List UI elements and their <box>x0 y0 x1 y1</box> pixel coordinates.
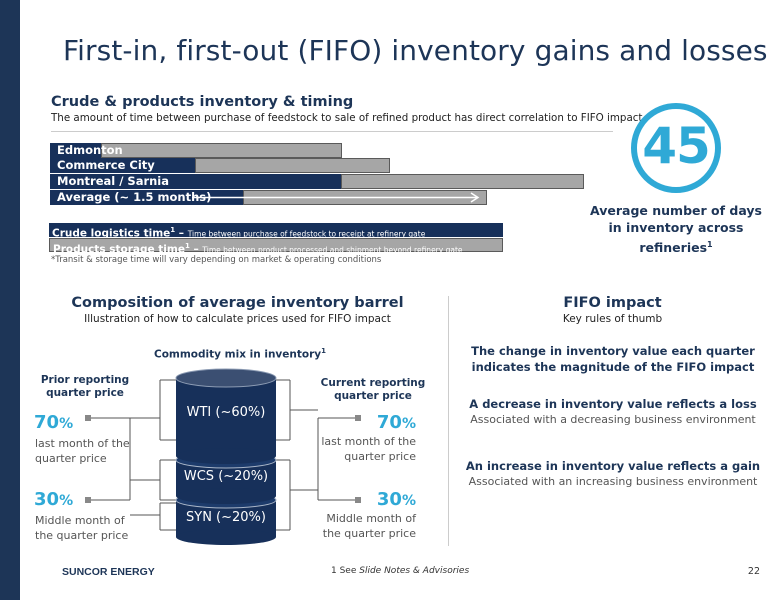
legend-products-title: Products storage time <box>53 243 185 256</box>
footer-note: 1 See Slide Notes & Advisories <box>331 566 469 576</box>
composition-heading: Composition of average inventory barrel <box>71 295 404 311</box>
section-divider <box>448 296 449 546</box>
legend-crude-title: Crude logistics time <box>52 227 171 240</box>
prior-30-line1: Middle month of <box>35 514 125 527</box>
prior-30-line2: the quarter price <box>35 529 129 542</box>
legend-products-sup: 1 <box>184 242 190 250</box>
current-title-line2: quarter price <box>334 390 412 402</box>
current-70-pct: 70% <box>316 412 416 433</box>
timing-divider <box>51 131 613 132</box>
page-number: 22 <box>747 566 760 577</box>
left-accent-bar <box>0 0 20 600</box>
current-70-value: 70 <box>376 412 402 433</box>
bar-row-montreal-sarnia: Montreal / Sarnia <box>50 174 584 189</box>
current-70-sign: % <box>401 416 416 432</box>
current-30-marker <box>355 497 361 503</box>
prior-30-sign: % <box>59 493 74 509</box>
bar-label-average: Average (~ 1.5 months) <box>57 190 212 204</box>
fifo-rule-2-sub: Associated with a decreasing business en… <box>470 413 756 426</box>
legend-crude-dash: – <box>175 227 188 240</box>
current-30-sign: % <box>401 493 416 509</box>
products-storage-segment <box>195 158 390 173</box>
days-value: 45 <box>642 117 711 175</box>
days-caption-line3: refineries <box>639 240 708 256</box>
days-caption-line1: Average number of days <box>590 203 762 218</box>
prior-70-desc: last month of the quarter price <box>35 436 130 466</box>
fifo-heading: FIFO impact <box>563 295 662 311</box>
mix-title-text: Commodity mix in inventory <box>154 348 322 361</box>
footer-note-prefix: 1 See <box>331 566 360 576</box>
days-caption-line3-wrap: refineries1 <box>585 236 767 256</box>
footer-brand: SUNCOR ENERGY <box>62 566 155 578</box>
prior-70-line1: last month of the <box>35 437 130 450</box>
bar-row-edmonton: Edmonton <box>50 143 342 158</box>
average-arrow-icon <box>192 192 480 203</box>
prior-70-marker <box>85 415 91 421</box>
legend-crude-desc: Time between purchase of feedstock to re… <box>187 229 426 239</box>
legend-products-storage: Products storage time1 – Time between pr… <box>49 238 503 256</box>
segment-wti: WTI (~60%) <box>186 405 266 420</box>
prior-70-pct: 70% <box>34 412 73 433</box>
prior-title-line2: quarter price <box>46 387 124 399</box>
fifo-rule-3-sub: Associated with an increasing business e… <box>468 475 758 488</box>
days-circle <box>631 103 721 193</box>
segment-wcs: WCS (~20%) <box>183 469 269 484</box>
current-title: Current reporting quarter price <box>318 377 428 403</box>
segment-syn: SYN (~20%) <box>186 510 266 525</box>
prior-title: Prior reporting quarter price <box>30 374 140 400</box>
fifo-rule-1-line2: indicates the magnitude of the FIFO impa… <box>471 360 755 374</box>
crude-logistics-segment <box>50 143 101 158</box>
fifo-subheading: Key rules of thumb <box>562 313 663 325</box>
fifo-rule-3: An increase in inventory value reflects … <box>465 459 761 473</box>
prior-70-value: 70 <box>34 412 60 433</box>
products-storage-segment <box>101 143 342 158</box>
current-title-line1: Current reporting <box>320 377 426 389</box>
bar-label-edmonton: Edmonton <box>57 143 123 157</box>
days-caption-sup: 1 <box>707 240 713 249</box>
footer-note-link[interactable]: Slide Notes & Advisories <box>359 566 470 576</box>
fifo-rule-1: The change in inventory value each quart… <box>458 343 768 375</box>
crude-logistics-segment <box>50 190 243 205</box>
legend-crude-logistics: Crude logistics time1 – Time between pur… <box>49 223 503 240</box>
current-70-desc: last month of the quarter price <box>306 434 416 464</box>
prior-70-line2: quarter price <box>35 452 107 465</box>
current-30-line1: Middle month of <box>326 512 416 525</box>
prior-70-sign: % <box>59 416 74 432</box>
timing-footnote: *Transit & storage time will vary depend… <box>51 255 382 265</box>
prior-30-value: 30 <box>34 489 60 510</box>
bar-row-commerce-city: Commerce City <box>50 158 390 173</box>
current-70-marker <box>355 415 361 421</box>
timing-heading: Crude & products inventory & timing <box>51 94 354 110</box>
crude-logistics-segment <box>50 158 195 173</box>
current-70-line2: quarter price <box>344 450 416 463</box>
mix-title-sup: 1 <box>321 347 326 355</box>
crude-logistics-segment <box>50 174 341 189</box>
legend-crude-sup: 1 <box>170 226 176 234</box>
prior-30-marker <box>85 497 91 503</box>
prior-30-desc: Middle month of the quarter price <box>35 513 128 543</box>
bar-label-montreal-sarnia: Montreal / Sarnia <box>57 174 170 188</box>
mix-title: Commodity mix in inventory1 <box>140 347 340 361</box>
legend-products-dash: – <box>189 243 203 256</box>
prior-title-line1: Prior reporting <box>40 374 130 386</box>
current-30-value: 30 <box>376 489 402 510</box>
composition-subheading: Illustration of how to calculate prices … <box>84 313 391 325</box>
current-70-line1: last month of the <box>321 435 416 448</box>
prior-30-pct: 30% <box>34 489 73 510</box>
bar-row-average: Average (~ 1.5 months) <box>50 190 487 205</box>
current-30-pct: 30% <box>316 489 416 510</box>
days-caption-line2: in inventory across <box>608 220 744 235</box>
legend-products-desc: Time between product processed and shipm… <box>202 245 463 255</box>
page-title: First-in, first-out (FIFO) inventory gai… <box>63 34 768 67</box>
products-storage-segment <box>341 174 584 189</box>
current-30-line2: the quarter price <box>322 527 416 540</box>
fifo-rule-1-line1: The change in inventory value each quart… <box>471 344 755 358</box>
timing-subheading: The amount of time between purchase of f… <box>51 112 643 124</box>
barrel-diagram <box>85 368 361 545</box>
bar-label-commerce-city: Commerce City <box>57 158 155 172</box>
current-30-desc: Middle month of the quarter price <box>306 511 416 541</box>
fifo-rule-2: A decrease in inventory value reflects a… <box>469 397 757 411</box>
days-caption: Average number of days in inventory acro… <box>585 202 767 256</box>
